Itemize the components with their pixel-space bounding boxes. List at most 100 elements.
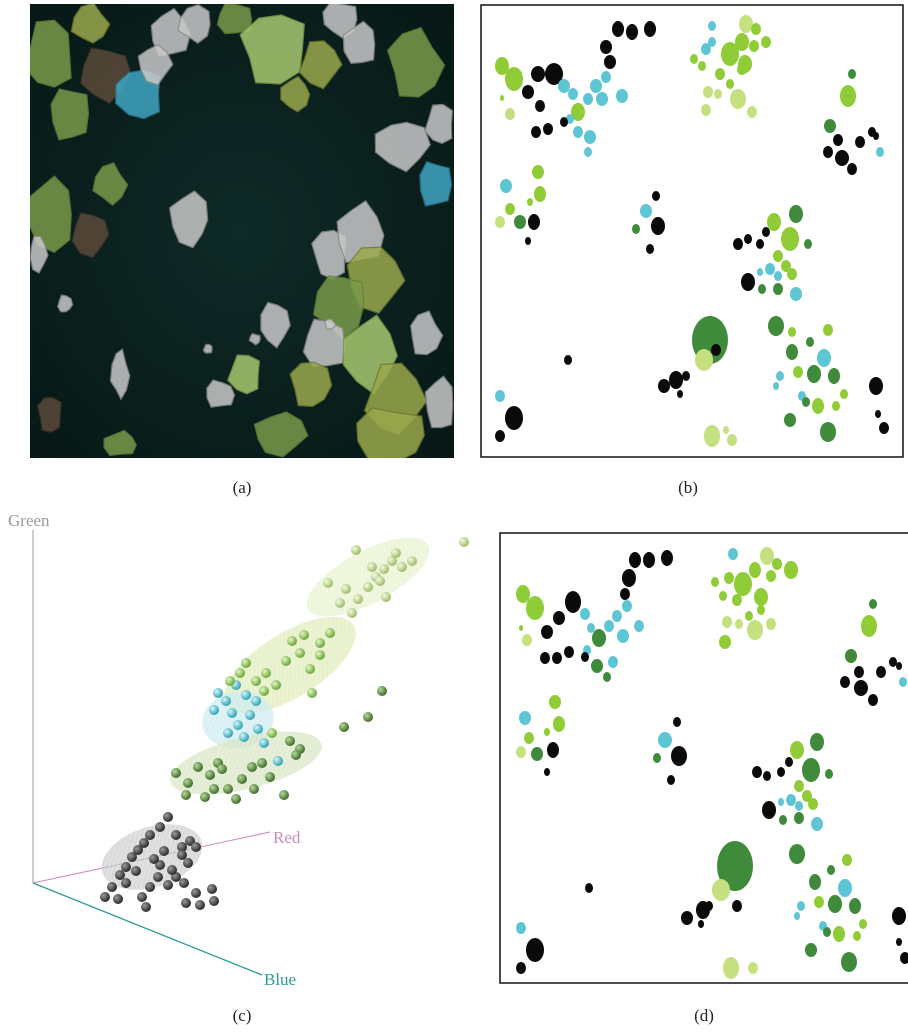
- green-axis-label: Green: [8, 511, 50, 530]
- segmented-cell-black: [744, 234, 752, 244]
- red-axis-label: Red: [273, 828, 301, 847]
- segmented-cell-black: [652, 191, 660, 201]
- micrograph-cell: [109, 348, 131, 401]
- sphere-black: [177, 842, 187, 852]
- segmented-cell-black: [741, 273, 755, 291]
- segmented-cell-cyan: [640, 204, 652, 218]
- segmented-cell-black: [847, 163, 857, 175]
- segmented-cell-black: [564, 646, 574, 658]
- segmented-cell-dark: [592, 629, 606, 647]
- segmented-cell-pale: [735, 619, 743, 629]
- sphere-cyan: [259, 738, 269, 748]
- segmented-cell-lime: [754, 588, 768, 606]
- segmented-cell-pale: [695, 349, 713, 371]
- segmented-cell-black: [889, 657, 897, 667]
- segmented-cell-cyan: [612, 610, 622, 622]
- segmented-cell-black: [900, 952, 908, 964]
- segmented-cell-lime: [516, 585, 530, 603]
- segmented-cell-lime: [823, 324, 833, 336]
- segmented-cell-lime: [734, 572, 752, 596]
- segmented-cell-dark: [632, 224, 640, 234]
- segmented-cell-black: [581, 652, 589, 662]
- sphere-black: [100, 892, 110, 902]
- segmented-cell-black: [495, 430, 505, 442]
- segmented-cell-pale: [495, 216, 505, 228]
- segmented-cell-black: [620, 588, 630, 600]
- micrograph-cell: [36, 396, 62, 433]
- segmented-cell-lime: [814, 896, 824, 908]
- segmented-cell-lime: [544, 728, 550, 736]
- sphere-black: [191, 888, 201, 898]
- sphere-black: [163, 880, 173, 890]
- segmented-cell-cyan: [580, 608, 590, 620]
- blue-axis-line: [32, 882, 263, 976]
- micrograph-cell: [92, 162, 129, 206]
- segmented-cell-cyan: [584, 130, 596, 144]
- segmented-cell-dark: [802, 397, 810, 407]
- segmented-cell-dark: [828, 895, 842, 913]
- segmented-cell-dark: [591, 659, 603, 673]
- sphere-pale: [379, 564, 389, 574]
- micrograph-cell: [374, 121, 431, 173]
- sphere-dark: [183, 778, 193, 788]
- micrograph-cell: [137, 43, 174, 86]
- sphere-lime: [299, 630, 309, 640]
- caption-d: (d): [694, 1006, 714, 1025]
- sphere-dark: [171, 768, 181, 778]
- segmented-cell-cyan: [794, 912, 800, 920]
- sphere-black: [145, 830, 155, 840]
- segmented-cell-cyan: [811, 817, 823, 831]
- caption-b: (b): [678, 478, 698, 497]
- sphere-black: [133, 845, 143, 855]
- sphere-lime: [315, 638, 325, 648]
- sphere-dark: [205, 770, 215, 780]
- sphere-lime: [325, 628, 335, 638]
- sphere-dark: [237, 774, 247, 784]
- sphere-black: [131, 866, 141, 876]
- segmented-cell-black: [892, 907, 906, 925]
- micrograph-cell: [260, 301, 291, 349]
- segmented-cell-black: [823, 146, 833, 158]
- sphere-pale: [347, 608, 357, 618]
- segmented-cell-cyan: [876, 147, 884, 157]
- pale-cluster-ellipse-texture: [306, 537, 430, 617]
- segmented-cell-lime: [794, 780, 804, 792]
- sphere-cyan: [239, 732, 249, 742]
- sphere-dark: [193, 762, 203, 772]
- segmented-cell-lime: [812, 398, 824, 414]
- segmented-cell-dark: [810, 733, 824, 751]
- micrograph-cell: [239, 14, 305, 85]
- panel-a-micrograph: [30, 4, 454, 458]
- micrograph-cell: [248, 333, 261, 346]
- segmented-cell-black: [698, 920, 704, 928]
- segmented-cell-black: [840, 676, 850, 688]
- segmented-cell-dark: [789, 205, 803, 223]
- segmented-cell-lime: [861, 615, 877, 637]
- segmented-cell-cyan: [790, 287, 802, 301]
- sphere-lime: [307, 688, 317, 698]
- segmented-cell-lime: [761, 36, 771, 48]
- segmented-cell-black: [667, 775, 675, 785]
- segmented-cell-black: [516, 962, 526, 974]
- segmented-cell-lime: [788, 327, 796, 337]
- segmented-cell-black: [763, 771, 771, 781]
- segmented-cell-cyan: [622, 600, 632, 612]
- segmented-cell-cyan: [708, 21, 716, 31]
- sphere-black: [153, 872, 163, 882]
- sphere-pale: [341, 584, 351, 594]
- segmented-cell-black: [541, 625, 553, 639]
- sphere-pale: [353, 594, 363, 604]
- sphere-pale: [367, 562, 377, 572]
- segmented-cell-black: [543, 123, 553, 135]
- sphere-lime: [315, 650, 325, 660]
- sphere-dark: [339, 722, 349, 732]
- segmented-cell-dark: [773, 283, 783, 295]
- segmented-cell-dark: [768, 316, 784, 336]
- segmented-cell-black: [565, 591, 581, 613]
- segmented-cell-cyan: [658, 732, 672, 748]
- segmented-cell-black: [544, 768, 550, 776]
- segmented-cell-dark: [779, 815, 787, 825]
- sphere-dark: [231, 794, 241, 804]
- segmented-cell-lime: [749, 40, 759, 52]
- segmented-cell-dark: [807, 365, 821, 383]
